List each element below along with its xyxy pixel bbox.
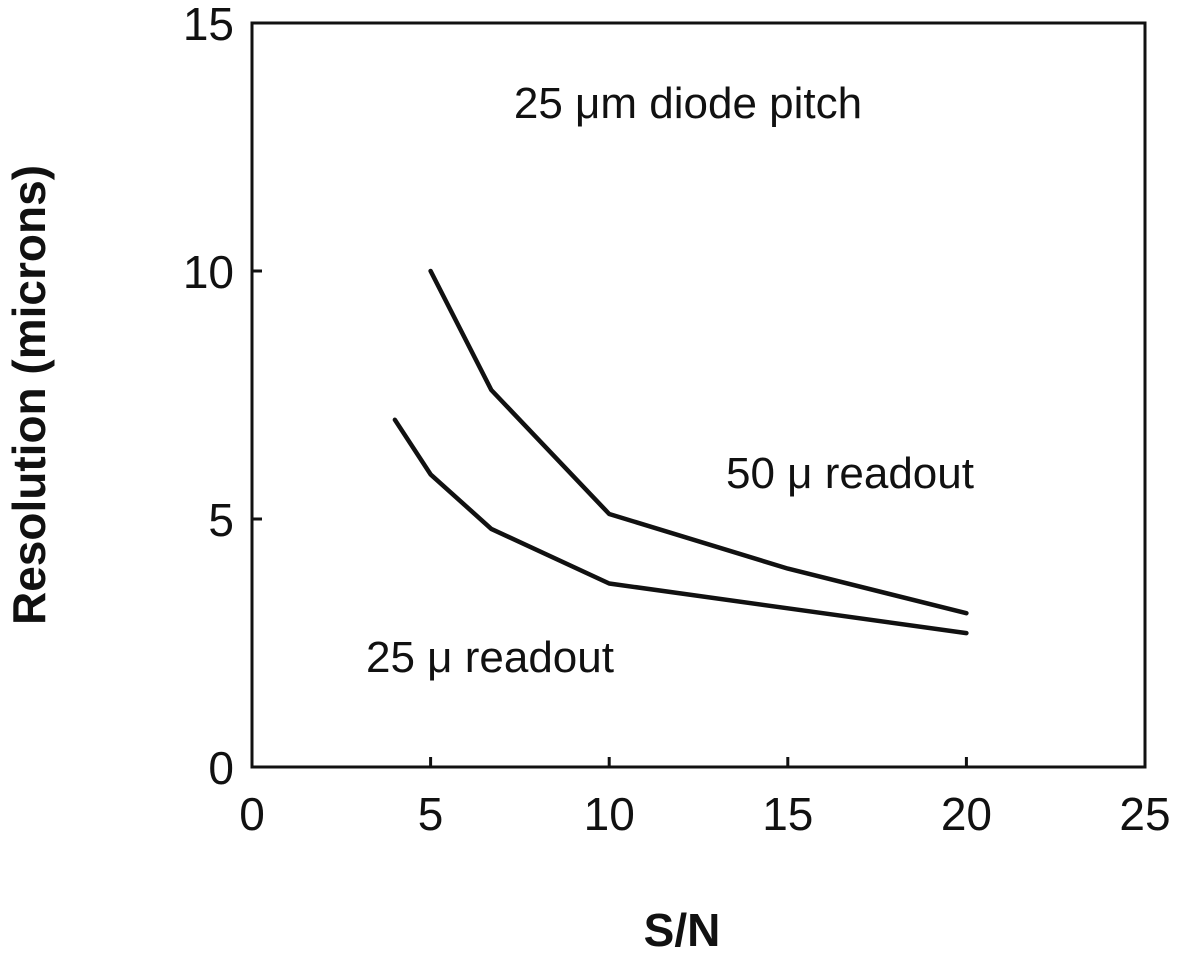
y-tick-label: 5 — [208, 494, 234, 546]
x-axis-title: S/N — [644, 904, 721, 956]
x-tick-label: 5 — [418, 788, 444, 840]
x-tick-label: 20 — [941, 788, 992, 840]
series-lines — [392, 268, 969, 636]
annotation-50-readout: 50 μ readout — [726, 449, 974, 498]
y-tick-label: 10 — [183, 246, 234, 298]
series-line-1 — [428, 268, 969, 616]
y-axis-title: Resolution (microns) — [3, 165, 55, 625]
y-tick-label: 0 — [208, 742, 234, 794]
x-tick-label: 0 — [239, 788, 265, 840]
series-line-2 — [392, 417, 969, 636]
y-axis-ticks: 0 5 10 15 — [183, 0, 262, 794]
annotation-diode-pitch: 25 μm diode pitch — [514, 79, 862, 128]
y-tick-label: 15 — [183, 0, 234, 50]
annotation-25-readout: 25 μ readout — [366, 633, 614, 682]
x-tick-label: 15 — [762, 788, 813, 840]
x-tick-label: 10 — [584, 788, 635, 840]
x-axis-ticks: 0 5 10 15 20 25 — [239, 757, 1171, 840]
x-tick-label: 25 — [1119, 788, 1170, 840]
plot-frame — [250, 21, 1147, 769]
